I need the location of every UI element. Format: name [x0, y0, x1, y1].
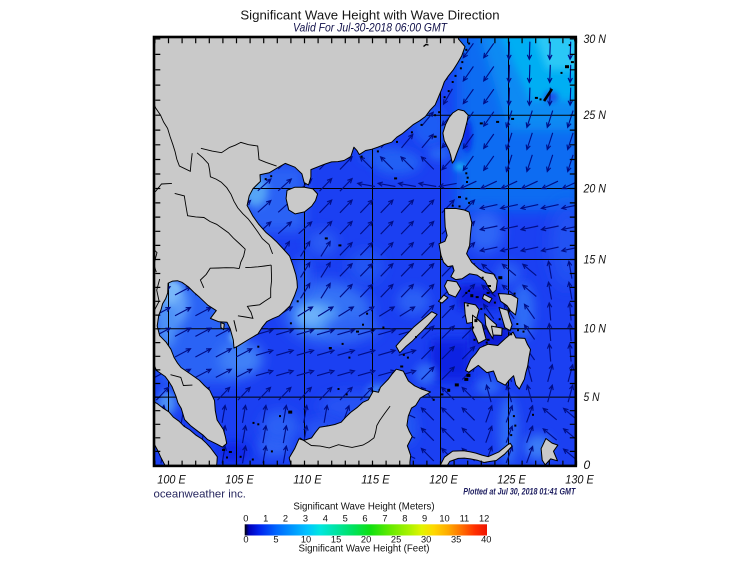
- svg-text:5 N: 5 N: [584, 390, 600, 404]
- svg-text:30 N: 30 N: [584, 32, 607, 46]
- svg-text:7: 7: [382, 513, 387, 523]
- svg-text:35: 35: [451, 534, 461, 544]
- svg-text:2: 2: [283, 513, 288, 523]
- svg-text:100 E: 100 E: [157, 473, 186, 487]
- svg-text:Significant Wave Height (Feet): Significant Wave Height (Feet): [298, 543, 429, 554]
- svg-text:20: 20: [361, 534, 371, 544]
- svg-text:125 E: 125 E: [497, 473, 526, 487]
- svg-text:15: 15: [331, 534, 341, 544]
- svg-text:25 N: 25 N: [583, 108, 607, 122]
- svg-text:8: 8: [402, 513, 407, 523]
- svg-text:12: 12: [479, 513, 489, 523]
- svg-text:Valid For Jul-30-2018 06:00 GM: Valid For Jul-30-2018 06:00 GMT: [293, 21, 448, 35]
- svg-text:0: 0: [584, 458, 591, 472]
- svg-text:9: 9: [422, 513, 427, 523]
- svg-text:30: 30: [421, 534, 431, 544]
- svg-text:10 N: 10 N: [584, 322, 607, 336]
- svg-text:20 N: 20 N: [583, 181, 607, 195]
- svg-text:3: 3: [303, 513, 308, 523]
- svg-text:40: 40: [481, 534, 491, 544]
- svg-text:1: 1: [263, 513, 268, 523]
- svg-text:105 E: 105 E: [225, 473, 254, 487]
- svg-text:Significant Wave Height (Meter: Significant Wave Height (Meters): [293, 502, 434, 513]
- svg-text:0: 0: [243, 513, 248, 523]
- svg-text:120 E: 120 E: [429, 473, 458, 487]
- svg-text:5: 5: [273, 534, 278, 544]
- svg-text:11: 11: [460, 513, 470, 523]
- svg-text:115 E: 115 E: [361, 473, 390, 487]
- svg-text:oceanweather inc.: oceanweather inc.: [154, 488, 246, 500]
- svg-text:15 N: 15 N: [584, 252, 607, 266]
- svg-text:5: 5: [343, 513, 348, 523]
- svg-text:130 E: 130 E: [565, 473, 594, 487]
- svg-text:10: 10: [301, 534, 311, 544]
- svg-text:110 E: 110 E: [293, 473, 322, 487]
- svg-text:10: 10: [439, 513, 449, 523]
- svg-text:Significant Wave Height with W: Significant Wave Height with Wave Direct…: [240, 7, 499, 22]
- svg-text:25: 25: [391, 534, 401, 544]
- svg-text:4: 4: [323, 513, 328, 523]
- svg-text:0: 0: [243, 534, 248, 544]
- svg-text:Plotted at Jul 30, 2018 01:41: Plotted at Jul 30, 2018 01:41 GMT: [463, 487, 576, 497]
- svg-text:6: 6: [362, 513, 367, 523]
